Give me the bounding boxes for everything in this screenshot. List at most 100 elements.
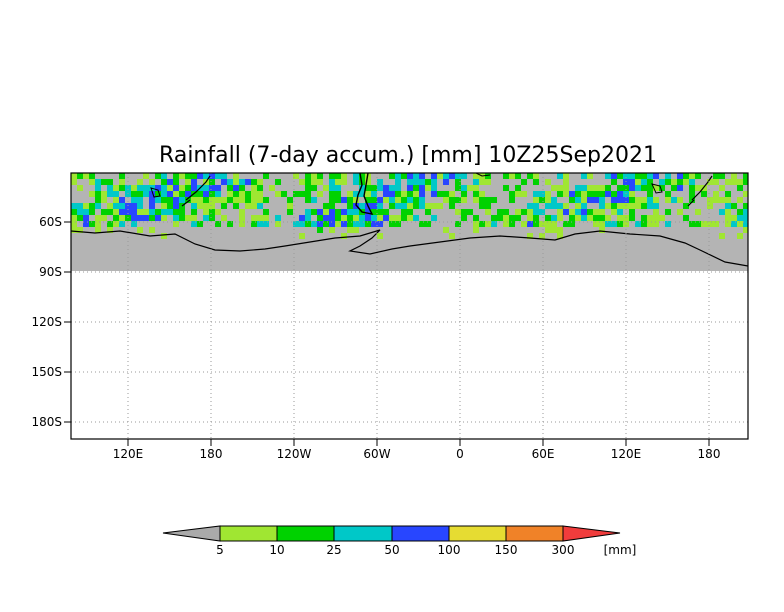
rain-cell bbox=[677, 209, 683, 215]
rain-cell bbox=[113, 209, 119, 215]
rain-cell bbox=[77, 209, 83, 215]
rain-cell bbox=[707, 179, 713, 185]
rain-cell bbox=[275, 221, 281, 227]
rain-cell bbox=[245, 203, 251, 209]
rain-cell bbox=[551, 221, 557, 227]
rain-cell bbox=[413, 215, 419, 221]
rain-cell bbox=[299, 191, 305, 197]
rain-cell bbox=[383, 215, 389, 221]
rain-cell bbox=[119, 215, 125, 221]
rain-cell bbox=[341, 179, 347, 185]
rain-cell bbox=[77, 185, 83, 191]
colorbar-segment bbox=[276, 525, 335, 542]
rain-cell bbox=[257, 179, 263, 185]
rain-cell bbox=[77, 227, 83, 233]
rain-cell bbox=[461, 191, 467, 197]
rain-cell bbox=[143, 185, 149, 191]
rain-cell bbox=[659, 215, 665, 221]
rain-cell bbox=[473, 179, 479, 185]
rain-cell bbox=[647, 215, 653, 221]
rain-cell bbox=[605, 215, 611, 221]
rain-cell bbox=[317, 179, 323, 185]
rain-cell bbox=[131, 209, 137, 215]
rain-cell bbox=[287, 197, 293, 203]
rain-cell bbox=[647, 197, 653, 203]
rain-cell bbox=[617, 191, 623, 197]
rain-cell bbox=[557, 185, 563, 191]
rain-cell bbox=[305, 185, 311, 191]
lon-tick-label: 180 bbox=[200, 447, 223, 461]
rain-cell bbox=[95, 227, 101, 233]
rain-cell bbox=[737, 185, 743, 191]
rain-cell bbox=[563, 221, 569, 227]
rain-cell bbox=[143, 209, 149, 215]
rain-cell bbox=[311, 209, 317, 215]
rain-cell bbox=[611, 209, 617, 215]
rain-cell bbox=[653, 173, 659, 179]
rain-cell bbox=[335, 179, 341, 185]
rain-cell bbox=[227, 185, 233, 191]
rain-cell bbox=[311, 179, 317, 185]
rain-cell bbox=[329, 179, 335, 185]
rain-cell bbox=[515, 191, 521, 197]
rain-cell bbox=[665, 221, 671, 227]
rain-cell bbox=[335, 209, 341, 215]
rain-cell bbox=[527, 203, 533, 209]
rain-cell bbox=[347, 197, 353, 203]
rain-cell bbox=[551, 227, 557, 233]
rain-cell bbox=[449, 203, 455, 209]
rain-cell bbox=[137, 185, 143, 191]
rain-cell bbox=[143, 215, 149, 221]
rain-cell bbox=[473, 173, 479, 179]
rain-cell bbox=[695, 209, 701, 215]
rain-cell bbox=[419, 173, 425, 179]
rain-cell bbox=[203, 215, 209, 221]
rain-cell bbox=[71, 227, 77, 233]
rain-cell bbox=[575, 203, 581, 209]
rain-cell bbox=[317, 173, 323, 179]
rain-cell bbox=[179, 173, 185, 179]
rain-cell bbox=[437, 203, 443, 209]
rain-cell bbox=[347, 203, 353, 209]
rain-cells bbox=[71, 173, 748, 239]
rain-cell bbox=[227, 191, 233, 197]
rain-cell bbox=[467, 209, 473, 215]
rain-cell bbox=[647, 173, 653, 179]
rain-cell bbox=[713, 221, 719, 227]
rain-cell bbox=[677, 185, 683, 191]
rain-cell bbox=[581, 203, 587, 209]
rain-cell bbox=[653, 209, 659, 215]
africa-tip-coastline bbox=[475, 173, 491, 177]
rain-cell bbox=[365, 179, 371, 185]
rain-cell bbox=[611, 221, 617, 227]
rain-cell bbox=[641, 179, 647, 185]
lon-tick-label: 0 bbox=[456, 447, 464, 461]
rain-cell bbox=[371, 203, 377, 209]
rain-cell bbox=[491, 221, 497, 227]
rain-cell bbox=[617, 197, 623, 203]
rain-cell bbox=[209, 197, 215, 203]
rain-cell bbox=[137, 191, 143, 197]
rain-cell bbox=[389, 197, 395, 203]
rain-cell bbox=[347, 191, 353, 197]
rain-cell bbox=[689, 191, 695, 197]
colorbar-tick-label: 100 bbox=[438, 543, 461, 557]
rain-cell bbox=[473, 221, 479, 227]
rain-cell bbox=[593, 215, 599, 221]
rain-cell bbox=[245, 197, 251, 203]
rain-cell bbox=[545, 179, 551, 185]
rain-cell bbox=[449, 197, 455, 203]
rain-cell bbox=[425, 209, 431, 215]
rain-cell bbox=[251, 179, 257, 185]
rain-cell bbox=[455, 221, 461, 227]
rain-cell bbox=[71, 179, 77, 185]
rain-cell bbox=[161, 185, 167, 191]
rain-cell bbox=[695, 173, 701, 179]
rain-cell bbox=[107, 203, 113, 209]
rain-cell bbox=[665, 209, 671, 215]
rain-cell bbox=[323, 221, 329, 227]
rain-cell bbox=[563, 185, 569, 191]
rain-cell bbox=[119, 197, 125, 203]
rain-cell bbox=[623, 185, 629, 191]
rain-cell bbox=[725, 209, 731, 215]
